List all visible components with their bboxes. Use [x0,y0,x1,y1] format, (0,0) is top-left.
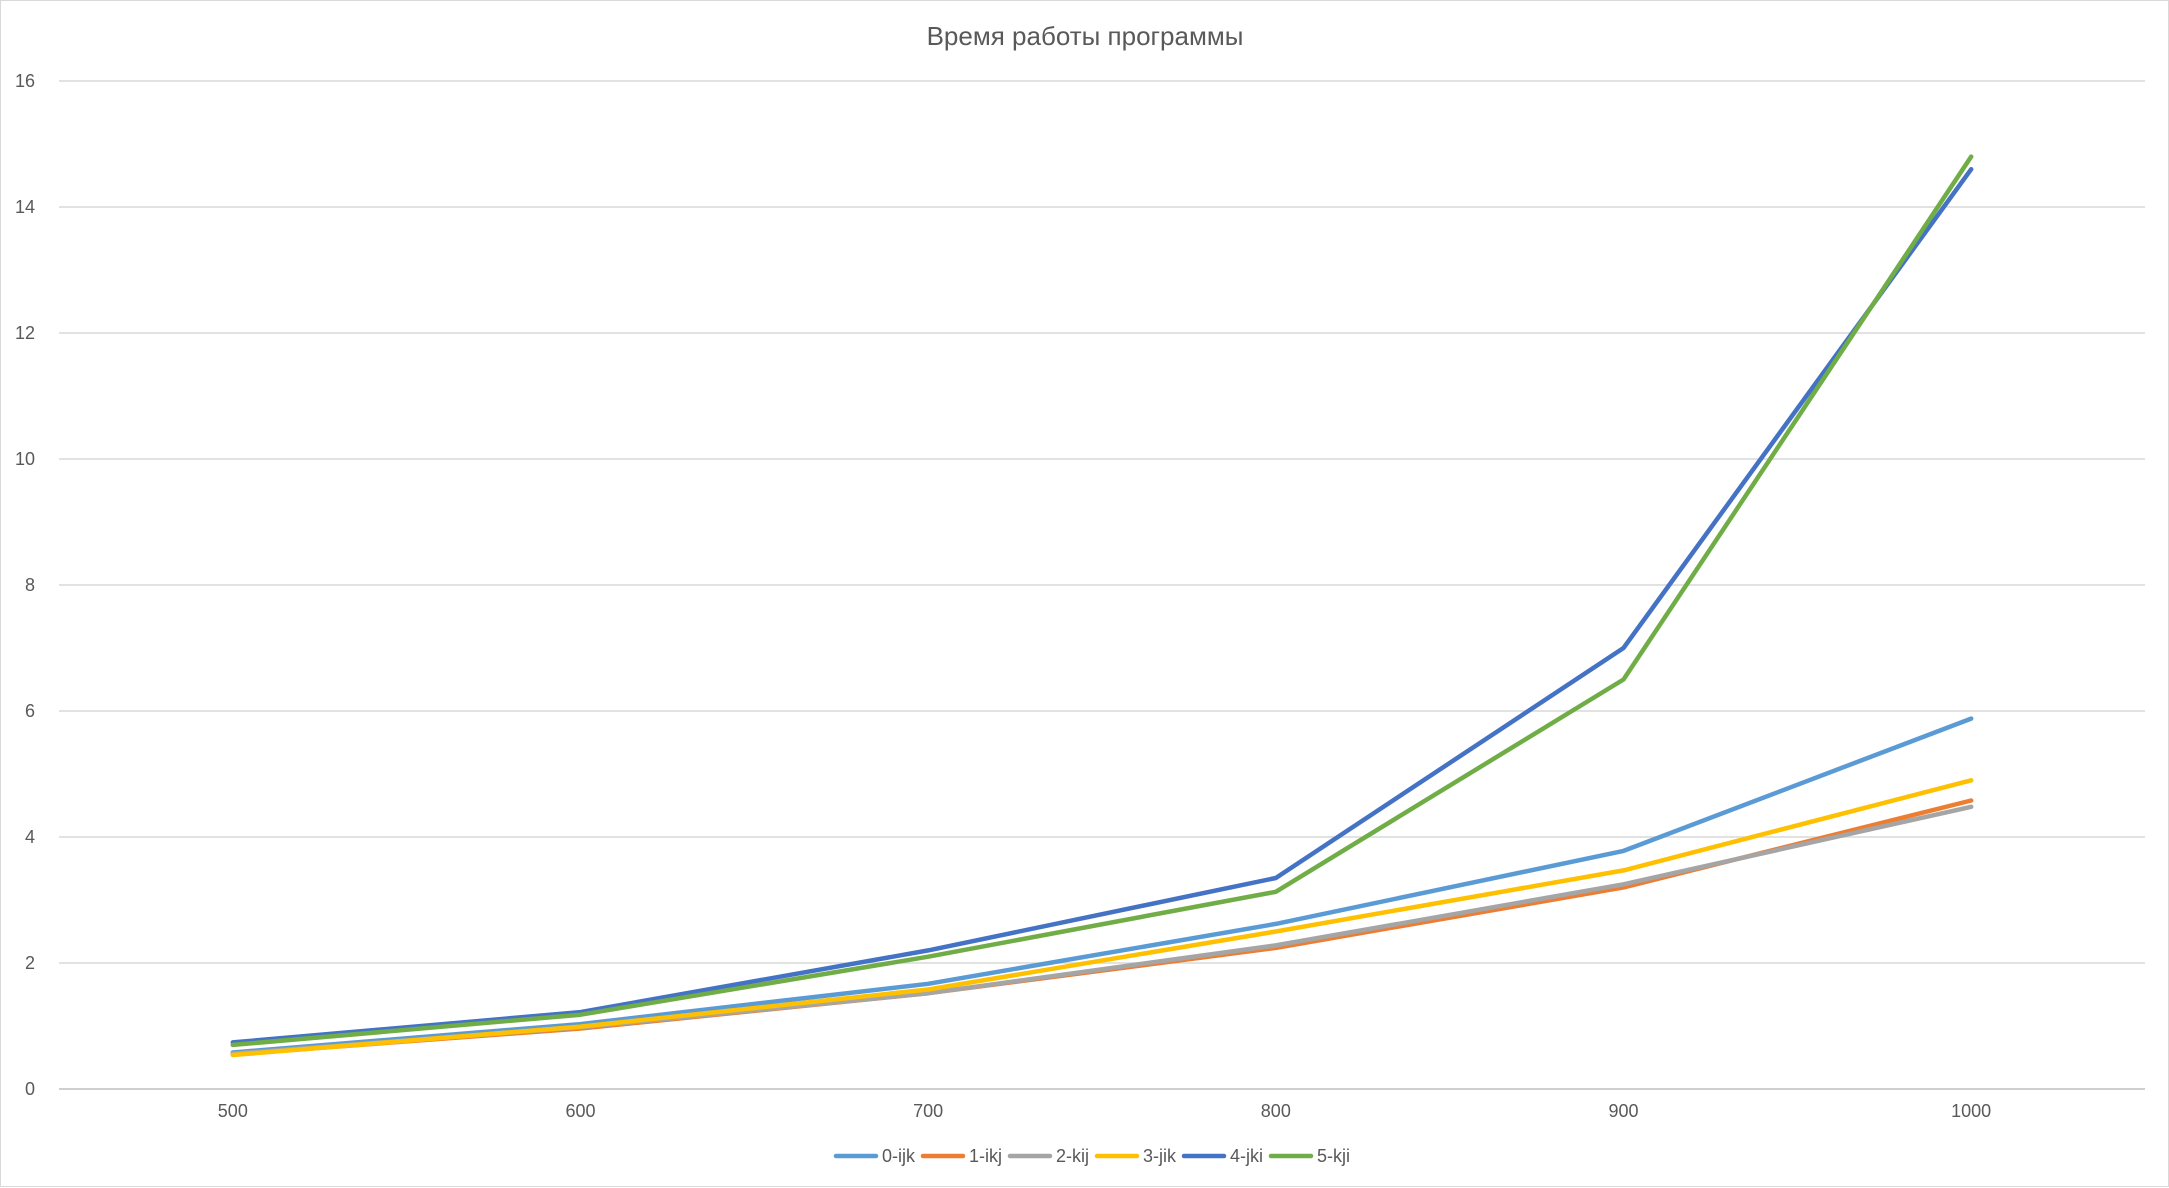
y-tick-label-8: 8 [25,575,35,595]
y-tick-label-2: 2 [25,953,35,973]
series-3-jik [233,780,1972,1055]
legend-item-1-ikj: 1-ikj [923,1146,1002,1166]
series-line-0-ijk [233,719,1971,1053]
y-tick-label-0: 0 [25,1079,35,1099]
legend-label-2-kij: 2-kij [1056,1146,1089,1166]
series-2-kij [233,807,1972,1054]
legend-item-5-kji: 5-kji [1271,1146,1350,1166]
series-line-3-jik [233,780,1971,1055]
y-tick-label-16: 16 [15,71,35,91]
x-tick-label-900: 900 [1608,1101,1638,1121]
y-tick-label-10: 10 [15,449,35,469]
x-tick-label-800: 800 [1261,1101,1291,1121]
legend-item-0-ijk: 0-ijk [836,1146,916,1166]
legend-label-1-ikj: 1-ikj [969,1146,1002,1166]
x-tick-label-700: 700 [913,1101,943,1121]
gridlines [59,81,2145,1089]
series-4-jki [233,169,1972,1042]
y-tick-label-6: 6 [25,701,35,721]
chart-title: Время работы программы [927,21,1244,51]
legend-item-3-jik: 3-jik [1097,1146,1177,1166]
y-tick-label-4: 4 [25,827,35,847]
series-line-2-kij [233,807,1971,1054]
series-line-4-jki [233,169,1971,1042]
x-tick-label-1000: 1000 [1951,1101,1991,1121]
series-5-kji [233,157,1972,1046]
series-1-ikj [233,800,1972,1054]
series-line-1-ikj [233,801,1971,1055]
legend-label-3-jik: 3-jik [1143,1146,1177,1166]
y-axis: 0 2 4 6 8 10 12 14 16 [15,71,35,1099]
legend-item-4-jki: 4-jki [1184,1146,1263,1166]
y-tick-label-12: 12 [15,323,35,343]
series-lines [233,157,1972,1056]
y-tick-label-14: 14 [15,197,35,217]
legend: 0-ijk 1-ikj 2-kij 3-jik 4-jki 5-kji [836,1146,1350,1166]
x-tick-label-500: 500 [218,1101,248,1121]
legend-label-5-kji: 5-kji [1317,1146,1350,1166]
x-axis: 500 600 700 800 900 1000 [218,1101,1991,1121]
legend-item-2-kij: 2-kij [1010,1146,1089,1166]
x-tick-label-600: 600 [565,1101,595,1121]
legend-label-0-ijk: 0-ijk [882,1146,916,1166]
series-line-5-kji [233,157,1971,1045]
legend-label-4-jki: 4-jki [1230,1146,1263,1166]
series-0-ijk [233,718,1972,1052]
